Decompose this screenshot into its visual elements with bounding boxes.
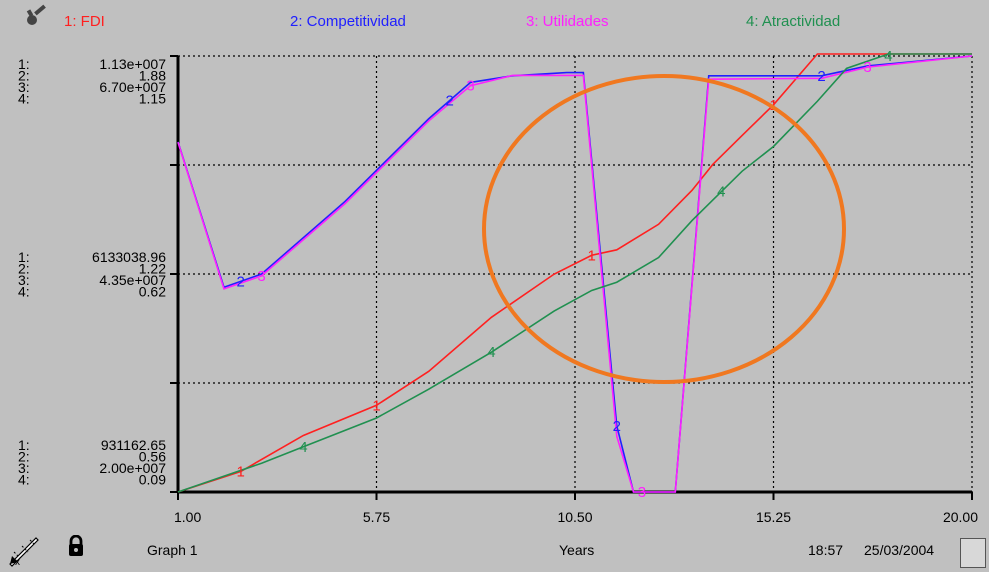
x-tick-label: 1.00 — [174, 509, 201, 525]
axis-scale-value: 1.13e+007 — [99, 56, 166, 72]
axis-series-num: 1: — [18, 56, 30, 72]
axis-scale-value: 931162.65 — [101, 437, 166, 453]
axis-series-num: 3: — [18, 272, 30, 288]
series-marker-1: 1 — [588, 247, 596, 264]
pencil-icon[interactable]: x — [6, 532, 42, 568]
axes — [170, 55, 973, 500]
series-marker-3: 3 — [466, 78, 474, 95]
series-line-3 — [177, 55, 973, 493]
legend-item-3[interactable]: 3: Utilidades — [526, 13, 609, 30]
series-marker-3: 3 — [638, 484, 646, 501]
axis-series-num: 3: — [18, 460, 30, 476]
legend-item-4[interactable]: 4: Atractividad — [746, 13, 841, 30]
grid-lines — [178, 55, 973, 492]
axis-series-num: 4: — [18, 284, 30, 300]
graph-name: Graph 1 — [147, 542, 198, 558]
series-marker-2: 2 — [613, 418, 621, 435]
axis-series-num: 2: — [18, 449, 30, 465]
series-marker-4: 4 — [717, 184, 725, 201]
x-axis-unit: Years — [559, 542, 595, 558]
axis-scale-value: 0.62 — [139, 284, 166, 300]
x-tick-label: 5.75 — [363, 509, 390, 525]
y-axis-scale-labels: 1: 1.13e+007 2: 1.88 3: 6.70e+007 4: 1.15 1: 6133… — [18, 56, 166, 488]
series-marker-4: 4 — [487, 344, 495, 361]
axis-series-num: 4: — [18, 472, 30, 488]
axis-series-num: 3: — [18, 79, 30, 95]
series-lines — [177, 53, 973, 493]
series-line-4 — [177, 53, 972, 493]
axis-scale-value: 6.70e+007 — [99, 79, 166, 95]
axis-scale-value: 0.09 — [139, 472, 166, 488]
series-marker-3: 3 — [863, 59, 871, 76]
series-line-1 — [177, 53, 972, 493]
graph-tool-icon[interactable] — [22, 4, 50, 30]
axis-scale-value: 1.15 — [139, 91, 166, 107]
x-tick-label: 10.50 — [557, 509, 592, 525]
series-line-2 — [177, 55, 973, 493]
legend-item-2[interactable]: 2: Competitividad — [290, 13, 406, 30]
axis-series-num: 1: — [18, 249, 30, 265]
series-marker-4: 4 — [299, 439, 307, 456]
axis-scale-value: 1.22 — [139, 261, 166, 277]
axis-scale-value: 0.56 — [139, 449, 166, 465]
series-marker-4: 4 — [884, 48, 892, 65]
axis-scale-value: 4.35e+007 — [99, 272, 166, 288]
svg-text:x: x — [15, 557, 20, 568]
footer-date: 25/03/2004 — [864, 542, 935, 558]
series-marker-3: 3 — [257, 268, 265, 285]
lock-icon[interactable] — [68, 535, 84, 557]
series-marker-2: 2 — [237, 273, 245, 290]
axis-scale-value: 2.00e+007 — [99, 460, 166, 476]
axis-series-num: 2: — [18, 68, 30, 84]
series-marker-1: 1 — [237, 464, 245, 481]
axis-series-num: 1: — [18, 437, 30, 453]
series-marker-2: 2 — [817, 68, 825, 85]
footer-time: 18:57 — [808, 542, 844, 558]
highlight-circle — [482, 74, 846, 384]
legend-item-1[interactable]: 1: FDI — [64, 13, 105, 30]
series-marker-1: 1 — [372, 397, 380, 414]
axis-scale-value: 1.88 — [139, 68, 166, 84]
axis-series-num: 2: — [18, 261, 30, 277]
axis-scale-value: 6133038.96 — [92, 249, 166, 265]
x-tick-labels: 1.00 5.75 10.50 15.25 20.00 — [174, 509, 978, 525]
window-corner-box[interactable] — [960, 538, 986, 568]
series-marker-2: 2 — [445, 93, 453, 110]
axis-series-num: 4: — [18, 91, 30, 107]
x-tick-label: 15.25 — [756, 509, 791, 525]
x-tick-label: 20.00 — [943, 509, 978, 525]
